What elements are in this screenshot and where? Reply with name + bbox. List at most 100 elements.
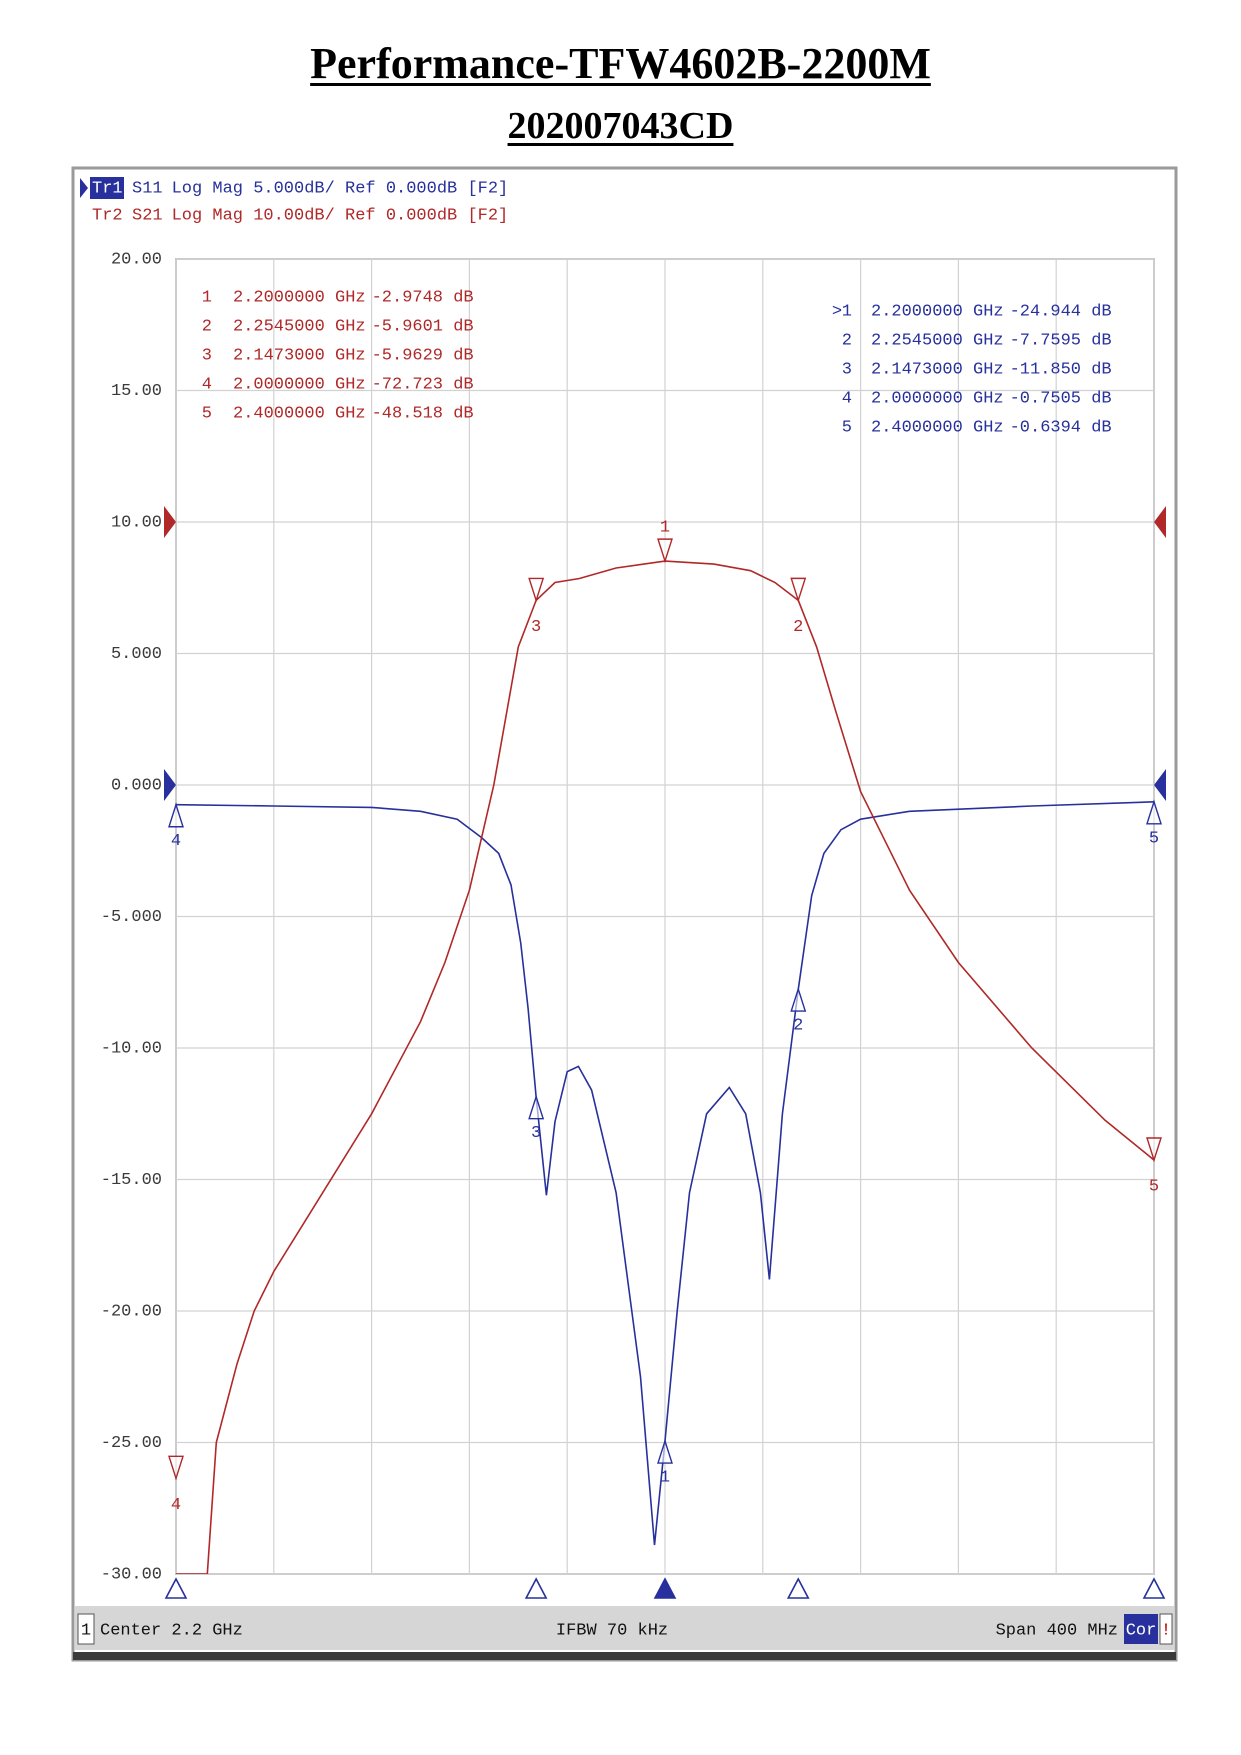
marker-number: 3	[531, 1124, 541, 1143]
marker-table-value: -48.518 dB	[372, 404, 474, 423]
marker-triangle	[657, 1438, 673, 1464]
title-text: Performance-TFW4602B-2200M	[310, 39, 931, 88]
footer-bar	[75, 1606, 1174, 1650]
trace-id: Tr2	[92, 206, 123, 225]
trace-s11	[176, 801, 1154, 1546]
marker-table-value: -0.7505 dB	[1010, 389, 1112, 408]
trace-s21	[176, 560, 1154, 1574]
y-tick-label: 5.000	[111, 645, 162, 664]
ref-marker-right	[1154, 769, 1166, 801]
marker-table-frequency: 2.2000000 GHz	[871, 302, 1004, 321]
marker-table-frequency: 2.0000000 GHz	[233, 375, 366, 394]
channel-number: 1	[81, 1621, 91, 1640]
y-tick-label: -25.00	[101, 1434, 162, 1453]
marker-table-frequency: 2.2000000 GHz	[233, 288, 366, 307]
span: Span 400 MHz	[996, 1621, 1118, 1640]
marker-table-value: -0.6394 dB	[1010, 418, 1112, 437]
stimulus-marker	[164, 1577, 188, 1599]
marker-table-frequency: 2.2545000 GHz	[233, 317, 366, 336]
if-bandwidth: IFBW 70 kHz	[556, 1621, 668, 1640]
marker-triangle	[1146, 1137, 1162, 1163]
marker-number: 4	[171, 832, 181, 851]
marker-table-value: -5.9629 dB	[372, 346, 474, 365]
trace-name: S21	[132, 206, 163, 225]
trace-id: Tr1	[92, 179, 123, 198]
y-tick-label: 10.00	[111, 513, 162, 532]
marker-triangle	[1146, 799, 1162, 825]
marker-triangle	[168, 1455, 184, 1481]
marker-number: 4	[171, 1496, 181, 1515]
marker-table-value: -11.850 dB	[1010, 360, 1112, 379]
marker-number: 3	[531, 618, 541, 637]
marker-table-value: -2.9748 dB	[372, 288, 474, 307]
subtitle: 202007043CD	[0, 104, 1241, 148]
ref-marker-left	[164, 769, 176, 801]
channel-box	[77, 1613, 95, 1645]
y-tick-label: -5.000	[101, 908, 162, 927]
footer-edge	[73, 1652, 1176, 1660]
traces	[176, 560, 1154, 1574]
ref-marker-left	[164, 506, 176, 538]
marker-triangle	[528, 577, 545, 603]
stimulus-marker	[653, 1577, 677, 1599]
marker-table-frequency: 2.4000000 GHz	[233, 404, 366, 423]
overlays: 20.00 15.00 10.00 5.000 0.000 -5.000 -10.00 -15…	[81, 179, 1171, 1640]
marker-table-number: 2	[842, 331, 852, 350]
marker-triangle	[790, 986, 807, 1012]
title: Performance-TFW4602B-2200M	[0, 38, 1241, 89]
marker-number: 2	[793, 618, 803, 637]
marker-table-number: 1	[842, 302, 852, 321]
marker-table-frequency: 2.2545000 GHz	[871, 331, 1004, 350]
y-tick-label: -15.00	[101, 1171, 162, 1190]
stimulus-marker	[524, 1577, 548, 1599]
center-frequency: Center 2.2 GHz	[100, 1621, 243, 1640]
marker-table-number: 5	[842, 418, 852, 437]
marker-table-value: -24.944 dB	[1010, 302, 1112, 321]
marker-table-number: 3	[842, 360, 852, 379]
marker-triangle	[657, 538, 673, 564]
marker-table-number: 5	[202, 404, 212, 423]
active-trace-box	[90, 177, 124, 199]
trace-header: Log Mag 5.000dB/ Ref 0.000dB [F2]	[172, 179, 509, 198]
marker-table-number: 2	[202, 317, 212, 336]
y-tick-label: -10.00	[101, 1039, 162, 1058]
marker-table-value: -72.723 dB	[372, 375, 474, 394]
status-box	[1159, 1613, 1173, 1645]
marker-triangle	[528, 1094, 545, 1120]
marker-number: 1	[660, 1469, 670, 1488]
stimulus-marker	[1142, 1577, 1166, 1599]
marker-table-value: -5.9601 dB	[372, 317, 474, 336]
y-tick-label: -30.00	[101, 1565, 162, 1584]
marker-table-frequency: 2.4000000 GHz	[871, 418, 1004, 437]
y-tick-label: 20.00	[111, 250, 162, 269]
marker-table-number: 4	[842, 389, 852, 408]
y-tick-label: 0.000	[111, 776, 162, 795]
marker-table-number: 4	[202, 375, 212, 394]
marker-number: 5	[1149, 829, 1159, 848]
marker-table-value: -7.7595 dB	[1010, 331, 1112, 350]
status: !	[1161, 1621, 1171, 1640]
marker-table-frequency: 2.0000000 GHz	[871, 389, 1004, 408]
correction-box	[1124, 1614, 1158, 1644]
trace-header: Log Mag 10.00dB/ Ref 0.000dB [F2]	[172, 206, 509, 225]
correction: Cor	[1126, 1621, 1157, 1640]
marker-number: 1	[660, 519, 670, 538]
y-tick-label: -20.00	[101, 1302, 162, 1321]
subtitle-text: 202007043CD	[507, 105, 734, 147]
marker-triangle	[168, 802, 184, 828]
ref-marker-right	[1154, 506, 1166, 538]
stimulus-marker	[786, 1577, 810, 1599]
marker-table-number: 3	[202, 346, 212, 365]
trace-name: S11	[132, 179, 163, 198]
y-tick-label: 15.00	[111, 382, 162, 401]
marker-table-frequency: 2.1473000 GHz	[233, 346, 366, 365]
marker-number: 5	[1149, 1177, 1159, 1196]
marker-active-prefix: >	[832, 302, 842, 321]
marker-number: 2	[793, 1017, 803, 1036]
grid	[175, 258, 1155, 1575]
marker-table-frequency: 2.1473000 GHz	[871, 360, 1004, 379]
marker-table-number: 1	[202, 288, 212, 307]
active-trace-indicator	[80, 178, 88, 198]
